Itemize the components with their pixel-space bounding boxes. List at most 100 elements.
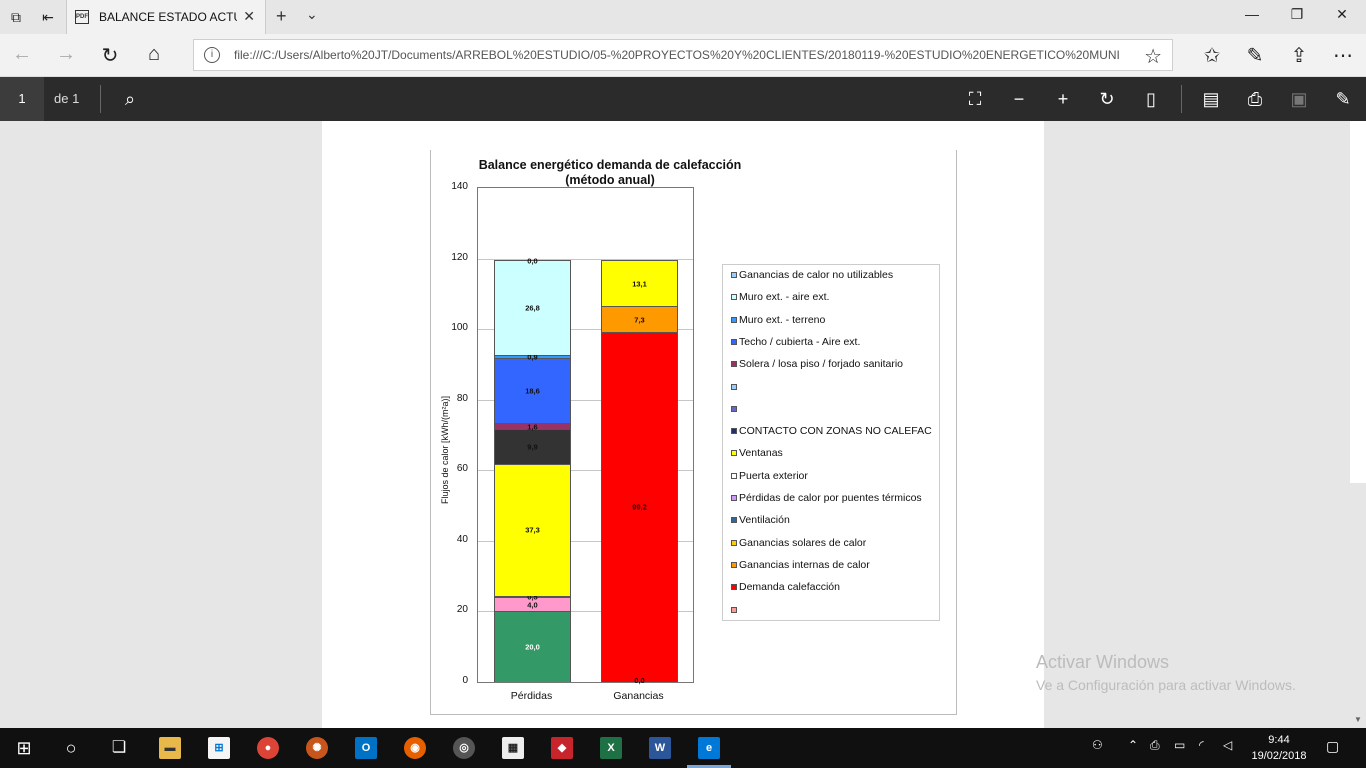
outlook-icon[interactable]: O: [355, 737, 377, 759]
save-as-icon[interactable]: ✎: [1335, 89, 1351, 109]
file-explorer-icon[interactable]: ▬: [159, 737, 181, 759]
start-windows-icon[interactable]: ⊞: [16, 738, 32, 758]
chart-title: Balance energético demanda de calefacció…: [440, 158, 780, 188]
legend-swatch: [731, 517, 737, 524]
scroll-down-icon[interactable]: ▼: [1354, 715, 1362, 724]
web-note-icon[interactable]: ✎: [1246, 45, 1264, 67]
legend-label: Ventanas: [739, 447, 783, 460]
printer-tray-icon[interactable]: ⎙: [1150, 738, 1160, 752]
toolbar-divider: [100, 85, 101, 113]
zoom-in-icon[interactable]: +: [1057, 89, 1069, 109]
gridline: [478, 329, 693, 331]
minimize-icon[interactable]: —: [1245, 6, 1259, 22]
data-label: 0,0: [634, 676, 645, 685]
data-label: 4,0: [527, 600, 538, 610]
legend-swatch: [731, 428, 737, 435]
home-icon[interactable]: ⌂: [147, 43, 161, 65]
data-label: 26,8: [525, 303, 540, 313]
data-label: 99,2: [632, 502, 647, 512]
wifi-icon[interactable]: ◜: [1199, 738, 1204, 752]
gridline: [478, 399, 693, 401]
y-tick-label: 20: [456, 604, 468, 616]
clock-date: 19/02/2018: [1251, 750, 1307, 762]
fit-page-icon[interactable]: ⛶: [968, 89, 982, 109]
bar-segment: 0,5: [494, 592, 571, 601]
close-window-icon[interactable]: ✕: [1336, 6, 1348, 22]
favorite-star-icon[interactable]: ☆: [1144, 46, 1162, 68]
chevron-down-icon[interactable]: ⌄: [306, 6, 318, 22]
legend-swatch: [731, 539, 737, 546]
read-aloud-icon[interactable]: ▤: [1202, 89, 1220, 109]
info-icon[interactable]: i: [204, 47, 220, 63]
chart-subtitle: (método anual): [565, 173, 655, 187]
bar-segment: 13,1: [601, 259, 678, 307]
sketchup-icon[interactable]: ◆: [551, 737, 573, 759]
bar-segment: 0,0: [494, 256, 571, 265]
legend-label: Demanda calefacción: [739, 581, 840, 594]
data-label: 9,9: [527, 442, 538, 452]
title-bar: ⧉ ⇤ PDF BALANCE ESTADO ACTU ✕ + ⌄ — ❐ ✕: [0, 0, 1366, 34]
address-bar[interactable]: i file:///C:/Users/Alberto%20JT/Document…: [193, 39, 1173, 71]
gridline: [478, 258, 693, 260]
tab-active[interactable]: PDF BALANCE ESTADO ACTU ✕: [66, 0, 266, 34]
app-icon[interactable]: ✺: [306, 737, 328, 759]
legend-label: Solera / losa piso / forjado sanitario: [739, 358, 904, 371]
calculator-icon[interactable]: ▦: [502, 737, 524, 759]
legend-swatch: [731, 472, 737, 479]
app-icon[interactable]: ◎: [453, 737, 475, 759]
set-tabs-aside-icon[interactable]: ⇤: [42, 9, 54, 25]
gridline: [478, 540, 693, 542]
task-view-icon[interactable]: ❏: [111, 739, 127, 756]
toolbar-divider: [1181, 85, 1182, 113]
rotate-icon[interactable]: ↻: [1099, 89, 1115, 109]
scrollbar-thumb[interactable]: [1350, 121, 1366, 483]
volume-icon[interactable]: ◁: [1223, 738, 1233, 752]
zoom-out-icon[interactable]: −: [1013, 89, 1025, 109]
more-icon[interactable]: ⋯: [1333, 45, 1353, 67]
cortana-icon[interactable]: ○: [65, 738, 77, 758]
data-label: 13,1: [632, 279, 647, 289]
page-total: de 1: [54, 91, 80, 106]
new-tab-icon[interactable]: +: [276, 6, 287, 26]
system-clock[interactable]: 9:44 19/02/2018: [1244, 732, 1314, 764]
store-icon[interactable]: ⊞: [208, 737, 230, 759]
chevron-up-icon[interactable]: ⌃: [1128, 738, 1139, 752]
address-text[interactable]: file:///C:/Users/Alberto%20JT/Documents/…: [234, 48, 1120, 62]
tab-title: BALANCE ESTADO ACTU: [99, 10, 237, 24]
legend-swatch: [731, 405, 737, 412]
page-number-input[interactable]: 1: [0, 77, 44, 121]
legend-label: Pérdidas de calor por puentes térmicos: [739, 492, 922, 504]
share-icon[interactable]: ⇪: [1290, 45, 1308, 67]
data-label: 0,0: [527, 256, 538, 266]
y-tick-label: 80: [456, 392, 468, 404]
chart-legend: Ganancias de calor no utilizables Muro ex…: [722, 264, 940, 621]
word-icon[interactable]: W: [649, 737, 671, 759]
people-icon[interactable]: ⚇: [1092, 738, 1103, 752]
page-layout-icon[interactable]: ▯: [1146, 89, 1156, 109]
notifications-icon[interactable]: ▢: [1326, 738, 1340, 754]
save-icon[interactable]: ▣: [1290, 89, 1308, 109]
restore-icon[interactable]: ❐: [1290, 6, 1304, 22]
refresh-icon[interactable]: ↻: [101, 45, 119, 67]
data-label: 20,0: [525, 642, 540, 652]
close-tab-icon[interactable]: ✕: [243, 8, 255, 24]
chrome-icon[interactable]: ●: [257, 737, 279, 759]
bar-segment: 9,9: [494, 429, 571, 464]
bar-segment: 99,2: [601, 331, 678, 682]
bar-segment: 18,6: [494, 357, 571, 424]
legend-swatch: [731, 606, 737, 613]
excel-icon[interactable]: X: [600, 737, 622, 759]
print-icon[interactable]: ⎙: [1247, 89, 1263, 109]
y-tick-label: 140: [451, 181, 468, 192]
active-app-indicator: [687, 765, 731, 768]
edge-icon[interactable]: e: [698, 737, 720, 759]
favorites-icon[interactable]: ✩: [1203, 45, 1221, 67]
forward-icon[interactable]: →: [56, 43, 76, 65]
battery-icon[interactable]: ▭: [1174, 738, 1186, 752]
firefox-icon[interactable]: ◉: [404, 737, 426, 759]
legend-label: Muro ext. - terreno: [739, 313, 826, 326]
tab-list-icon[interactable]: ⧉: [11, 9, 21, 25]
search-icon[interactable]: ⌕: [124, 89, 136, 109]
legend-label: Muro ext. - aire ext.: [739, 291, 830, 304]
back-icon[interactable]: ←: [12, 43, 32, 65]
